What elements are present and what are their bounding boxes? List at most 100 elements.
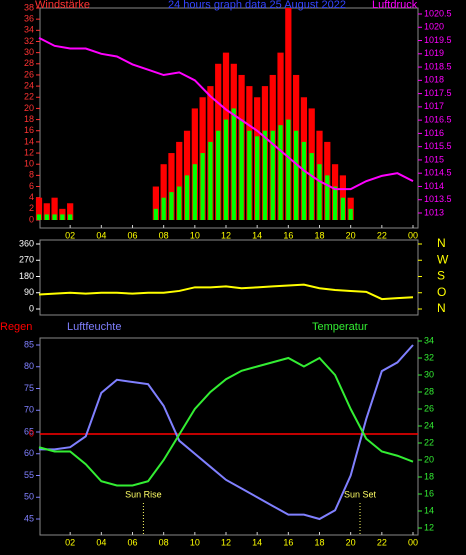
wind-bar <box>332 186 338 220</box>
y-axis-label: Luftfeuchte <box>67 321 121 333</box>
wind-bar <box>160 164 167 220</box>
y-axis-label: Windstärke <box>35 0 90 11</box>
wind-bar <box>161 197 166 220</box>
y2-tick-label: 1013.5 <box>424 194 452 204</box>
wind-bar <box>301 141 307 220</box>
y2-tick-label: 1017.5 <box>424 88 452 98</box>
wind-bar <box>35 197 43 220</box>
wind-bar <box>169 192 174 220</box>
y-tick-label: 65 <box>24 426 34 436</box>
x-tick-label: 22 <box>377 230 387 240</box>
data-line <box>39 344 414 521</box>
y2-tick-label: N <box>437 236 446 250</box>
y2-tick-label: S <box>437 269 445 283</box>
y-tick-label: 34 <box>24 25 34 35</box>
y2-tick-label: W <box>437 252 449 266</box>
wind-bar <box>208 141 213 220</box>
y-tick-label: 12 <box>24 147 34 157</box>
y2-tick-label: 1017 <box>424 101 444 111</box>
y2-tick-label: 1014.5 <box>424 168 452 178</box>
wind-bar <box>223 119 229 220</box>
y2-tick-label: 12 <box>424 522 434 532</box>
wind-bar <box>153 208 159 220</box>
wind-bar <box>43 203 50 220</box>
plot-frame <box>39 239 419 316</box>
y-tick-label: 85 <box>24 339 34 349</box>
x-tick-label: 20 <box>346 537 356 547</box>
x-tick-label: 04 <box>96 537 106 547</box>
y-tick-label: 36 <box>24 14 34 24</box>
y2-tick-label: 1019.5 <box>424 35 452 45</box>
wind-bar <box>340 197 346 220</box>
wind-bar <box>285 8 292 220</box>
y2-tick-label: 30 <box>424 369 434 379</box>
y-tick-label: 16 <box>24 125 34 135</box>
y-tick-label: 360 <box>19 238 34 248</box>
x-tick-label: 08 <box>159 230 169 240</box>
x-tick-label: 18 <box>314 230 324 240</box>
y2-tick-label: 1015 <box>424 154 444 164</box>
wind-bar <box>60 214 65 220</box>
chart-title: 24 hours graph data 25 August 2022 <box>168 0 346 11</box>
x-tick-label: 16 <box>283 537 293 547</box>
wind-bar <box>278 125 283 220</box>
y2-tick-label: 24 <box>424 420 434 430</box>
y2-tick-label: 1018.5 <box>424 61 452 71</box>
wind-bar <box>309 153 314 220</box>
wind-bar <box>348 208 353 220</box>
x-tick-label: 22 <box>377 537 387 547</box>
x-tick-label: 10 <box>190 230 200 240</box>
y2-tick-label: 20 <box>424 454 434 464</box>
y-tick-label: 270 <box>19 255 34 265</box>
wind-bar <box>231 108 236 220</box>
y-tick-label: 75 <box>24 383 34 393</box>
y-tick-label: 45 <box>24 513 34 523</box>
x-tick-label: 02 <box>65 537 75 547</box>
x-tick-label: 18 <box>314 537 324 547</box>
wind-bar <box>192 164 197 220</box>
x-tick-label: 14 <box>252 537 262 547</box>
annotation: Sun Set <box>344 489 377 499</box>
y-tick-label: 18 <box>24 114 34 124</box>
y2-tick-label: N <box>437 301 446 315</box>
y-tick-label: 2 <box>29 203 34 213</box>
x-tick-label: 04 <box>96 230 106 240</box>
y-tick-label: 10 <box>24 159 34 169</box>
wind-bar <box>247 130 252 220</box>
y-tick-label: 30 <box>24 47 34 57</box>
wind-bar <box>270 130 275 220</box>
y2-tick-label: 18 <box>424 471 434 481</box>
y-tick-label: 32 <box>24 36 34 46</box>
y-tick-label: 90 <box>24 287 34 297</box>
y2-tick-label: 1020.5 <box>424 8 452 18</box>
y2-tick-label: 16 <box>424 488 434 498</box>
plot-frame <box>39 7 419 229</box>
wind-bar <box>36 214 42 220</box>
y2-axis-label: Luftdruck <box>372 0 418 11</box>
y-tick-label: 22 <box>24 92 34 102</box>
y-tick-label: 180 <box>19 271 34 281</box>
y2-tick-label: 1014 <box>424 181 444 191</box>
x-tick-label: 12 <box>221 230 231 240</box>
y-tick-label: 50 <box>24 492 34 502</box>
wind-bar <box>52 214 57 220</box>
wind-bar <box>216 130 221 220</box>
y2-tick-label: 1013 <box>424 207 444 217</box>
y-tick-label: 55 <box>24 470 34 480</box>
y3-axis-label: Regen <box>0 321 32 333</box>
annotation: Sun Rise <box>125 489 162 499</box>
x-tick-label: 06 <box>127 230 137 240</box>
data-line <box>38 356 414 487</box>
y-tick-label: 0 <box>29 303 34 313</box>
wind-bar <box>200 153 205 220</box>
x-tick-label: 12 <box>221 537 231 547</box>
wind-bar <box>317 164 322 220</box>
x-tick-label: 00 <box>408 230 418 240</box>
data-line <box>38 36 414 191</box>
x-tick-label: 14 <box>252 230 262 240</box>
y-tick-label: 0 <box>29 214 34 224</box>
wind-bar <box>293 130 299 220</box>
y2-tick-label: 14 <box>424 505 434 515</box>
wind-bar <box>239 119 244 220</box>
